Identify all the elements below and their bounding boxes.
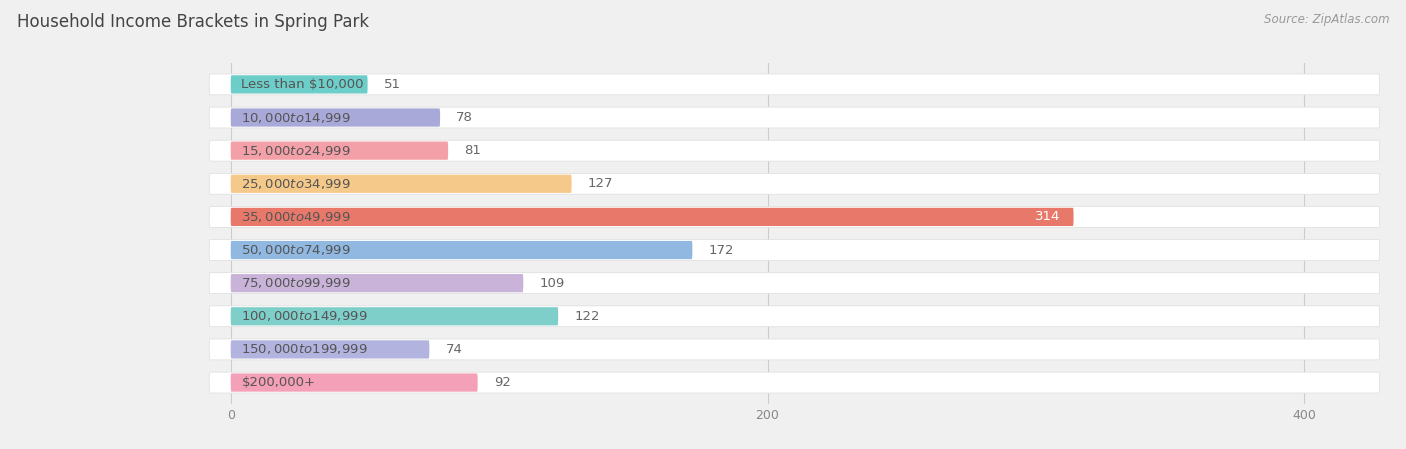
Text: $10,000 to $14,999: $10,000 to $14,999 xyxy=(242,110,352,124)
Text: $50,000 to $74,999: $50,000 to $74,999 xyxy=(242,243,352,257)
FancyBboxPatch shape xyxy=(231,274,523,292)
FancyBboxPatch shape xyxy=(231,208,1074,226)
FancyBboxPatch shape xyxy=(209,140,1379,161)
Text: $100,000 to $149,999: $100,000 to $149,999 xyxy=(242,309,368,323)
Text: 127: 127 xyxy=(588,177,613,190)
FancyBboxPatch shape xyxy=(231,141,449,160)
FancyBboxPatch shape xyxy=(209,306,1379,327)
FancyBboxPatch shape xyxy=(231,75,367,93)
Text: Less than $10,000: Less than $10,000 xyxy=(242,78,364,91)
Text: $35,000 to $49,999: $35,000 to $49,999 xyxy=(242,210,352,224)
Text: 74: 74 xyxy=(446,343,463,356)
Text: 78: 78 xyxy=(456,111,472,124)
FancyBboxPatch shape xyxy=(209,74,1379,95)
Text: $25,000 to $34,999: $25,000 to $34,999 xyxy=(242,177,352,191)
FancyBboxPatch shape xyxy=(231,374,478,392)
Text: 81: 81 xyxy=(464,144,481,157)
FancyBboxPatch shape xyxy=(231,108,440,127)
Text: $200,000+: $200,000+ xyxy=(242,376,315,389)
FancyBboxPatch shape xyxy=(231,307,558,326)
Text: $150,000 to $199,999: $150,000 to $199,999 xyxy=(242,343,368,357)
FancyBboxPatch shape xyxy=(209,339,1379,360)
Text: 109: 109 xyxy=(540,277,565,290)
Text: Household Income Brackets in Spring Park: Household Income Brackets in Spring Park xyxy=(17,13,368,31)
Text: 92: 92 xyxy=(494,376,510,389)
Text: 51: 51 xyxy=(384,78,401,91)
FancyBboxPatch shape xyxy=(231,340,429,359)
Text: $75,000 to $99,999: $75,000 to $99,999 xyxy=(242,276,352,290)
Text: Source: ZipAtlas.com: Source: ZipAtlas.com xyxy=(1264,13,1389,26)
FancyBboxPatch shape xyxy=(209,372,1379,393)
FancyBboxPatch shape xyxy=(231,241,692,259)
FancyBboxPatch shape xyxy=(209,107,1379,128)
Text: $15,000 to $24,999: $15,000 to $24,999 xyxy=(242,144,352,158)
Text: 314: 314 xyxy=(1035,211,1060,224)
FancyBboxPatch shape xyxy=(209,173,1379,194)
FancyBboxPatch shape xyxy=(231,175,572,193)
Text: 122: 122 xyxy=(574,310,600,323)
FancyBboxPatch shape xyxy=(209,207,1379,227)
FancyBboxPatch shape xyxy=(209,240,1379,260)
Text: 172: 172 xyxy=(709,243,734,256)
FancyBboxPatch shape xyxy=(209,273,1379,294)
